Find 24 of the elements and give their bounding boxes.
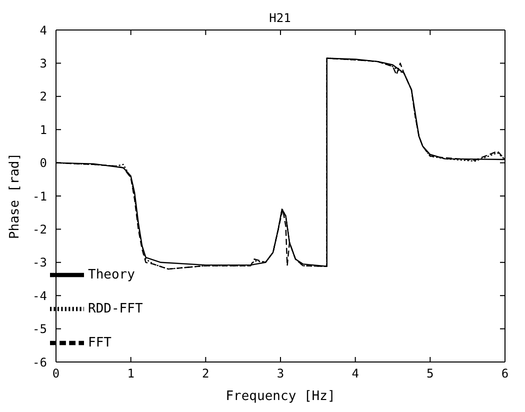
y-tick-label: 2 (40, 90, 47, 104)
x-tick-label: 6 (501, 366, 509, 381)
y-tick-label: -6 (32, 355, 47, 370)
x-tick-label: 2 (202, 366, 210, 381)
x-tick-label: 4 (352, 366, 359, 381)
legend-label: FFT (88, 336, 112, 351)
y-tick-label: 4 (40, 23, 47, 38)
chart-title: H21 (269, 11, 291, 25)
y-tick-label: -4 (32, 288, 47, 303)
y-tick-label: -5 (32, 322, 47, 336)
legend-label: Theory (88, 268, 135, 283)
legend-label: RDD-FFT (88, 302, 143, 317)
x-tick-label: 1 (127, 366, 134, 381)
y-tick-label: 1 (40, 122, 47, 137)
y-tick-label: 3 (40, 56, 47, 70)
x-tick-label: 5 (426, 366, 434, 381)
x-tick-label: 0 (52, 366, 60, 381)
x-axis-title: Frequency [Hz] (226, 389, 336, 404)
y-axis-title: Phase [rad] (8, 152, 23, 240)
y-tick-label: -1 (32, 189, 47, 204)
y-tick-label: -2 (32, 222, 47, 236)
y-tick-label: 0 (40, 156, 47, 170)
x-tick-label: 3 (276, 366, 284, 381)
y-tick-label: -3 (32, 256, 47, 270)
